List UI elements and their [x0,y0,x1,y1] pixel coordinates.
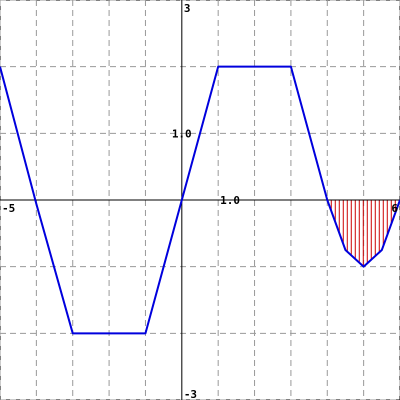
y-min-label: -3 [184,388,197,400]
y-unit-label: 1.0 [172,127,192,140]
y-max-label: 3 [184,2,191,15]
function-curve [0,65,400,335]
series-group [0,65,400,335]
x-max-label: 6 [391,202,398,215]
x-unit-label: 1.0 [220,194,240,207]
x-min-label: -5 [2,202,15,215]
